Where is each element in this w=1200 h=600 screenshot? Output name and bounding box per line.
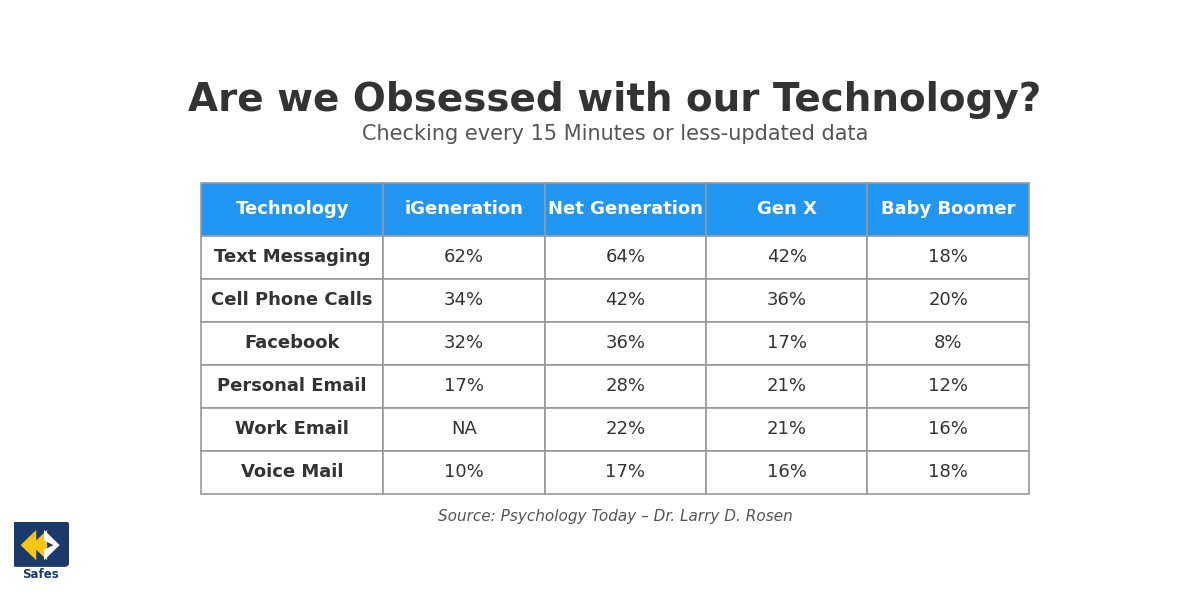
Bar	[202, 365, 383, 408]
Text: 36%: 36%	[767, 292, 806, 310]
Bar	[868, 322, 1028, 365]
Text: 34%: 34%	[444, 292, 484, 310]
Bar	[706, 365, 868, 408]
Bar	[202, 183, 383, 236]
Text: 42%: 42%	[605, 292, 646, 310]
Text: Cell Phone Calls: Cell Phone Calls	[211, 292, 373, 310]
Text: 8%: 8%	[934, 334, 962, 352]
Text: Personal Email: Personal Email	[217, 377, 367, 395]
Text: 17%: 17%	[605, 463, 646, 481]
Text: 16%: 16%	[767, 463, 806, 481]
Bar	[545, 279, 706, 322]
Bar	[706, 451, 868, 494]
Text: 20%: 20%	[929, 292, 968, 310]
Text: 42%: 42%	[767, 248, 806, 266]
Text: 16%: 16%	[929, 421, 968, 439]
Text: 18%: 18%	[929, 248, 968, 266]
Text: Work Email: Work Email	[235, 421, 349, 439]
Bar	[545, 365, 706, 408]
Bar	[545, 408, 706, 451]
Bar	[868, 279, 1028, 322]
Bar	[545, 183, 706, 236]
Text: NA: NA	[451, 421, 476, 439]
Text: 10%: 10%	[444, 463, 484, 481]
Bar	[383, 365, 545, 408]
Text: 21%: 21%	[767, 421, 806, 439]
Bar	[383, 451, 545, 494]
Bar	[202, 451, 383, 494]
Text: 18%: 18%	[929, 463, 968, 481]
Bar	[202, 322, 383, 365]
Bar	[202, 408, 383, 451]
Bar	[868, 451, 1028, 494]
Bar	[383, 236, 545, 279]
FancyBboxPatch shape	[11, 521, 70, 567]
Bar	[383, 408, 545, 451]
Text: 32%: 32%	[444, 334, 484, 352]
Polygon shape	[20, 530, 47, 560]
Text: Checking every 15 Minutes or less-updated data: Checking every 15 Minutes or less-update…	[362, 124, 868, 145]
Bar	[868, 365, 1028, 408]
Bar	[383, 279, 545, 322]
Bar	[706, 408, 868, 451]
Bar	[706, 183, 868, 236]
Text: Voice Mail: Voice Mail	[241, 463, 343, 481]
Bar	[383, 183, 545, 236]
Text: Facebook: Facebook	[245, 334, 340, 352]
Bar	[706, 279, 868, 322]
Text: Technology: Technology	[235, 200, 349, 218]
Polygon shape	[44, 530, 60, 560]
Bar	[202, 279, 383, 322]
Bar	[545, 322, 706, 365]
Text: Text Messaging: Text Messaging	[214, 248, 371, 266]
Bar	[545, 236, 706, 279]
Bar	[868, 236, 1028, 279]
Bar	[202, 236, 383, 279]
Text: 22%: 22%	[605, 421, 646, 439]
Bar	[868, 183, 1028, 236]
Bar	[706, 236, 868, 279]
Text: iGeneration: iGeneration	[404, 200, 523, 218]
Bar	[383, 322, 545, 365]
Text: 28%: 28%	[605, 377, 646, 395]
Text: 36%: 36%	[605, 334, 646, 352]
Bar	[545, 451, 706, 494]
Text: Baby Boomer: Baby Boomer	[881, 200, 1015, 218]
Text: Net Generation: Net Generation	[548, 200, 703, 218]
Text: Source: Psychology Today – Dr. Larry D. Rosen: Source: Psychology Today – Dr. Larry D. …	[438, 509, 792, 524]
Text: 62%: 62%	[444, 248, 484, 266]
Text: 21%: 21%	[767, 377, 806, 395]
Text: 12%: 12%	[928, 377, 968, 395]
Text: 64%: 64%	[605, 248, 646, 266]
Text: 17%: 17%	[767, 334, 806, 352]
Text: Gen X: Gen X	[757, 200, 817, 218]
Text: Safes: Safes	[22, 568, 59, 581]
Bar	[706, 322, 868, 365]
Bar	[868, 408, 1028, 451]
Text: Are we Obsessed with our Technology?: Are we Obsessed with our Technology?	[188, 81, 1042, 119]
Text: 17%: 17%	[444, 377, 484, 395]
